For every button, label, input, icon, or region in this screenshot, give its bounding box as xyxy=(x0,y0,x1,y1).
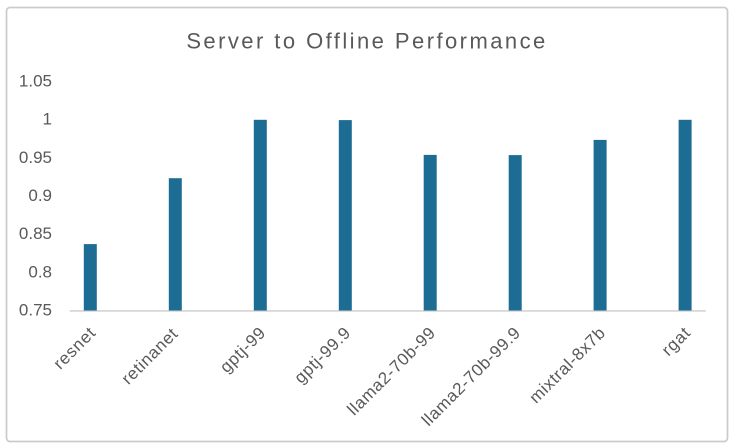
svg-text:0.9: 0.9 xyxy=(28,186,52,205)
svg-text:1: 1 xyxy=(43,110,52,129)
svg-text:0.85: 0.85 xyxy=(19,224,52,243)
svg-text:0.95: 0.95 xyxy=(19,148,52,167)
svg-text:1.05: 1.05 xyxy=(19,71,52,90)
svg-text:0.8: 0.8 xyxy=(28,262,52,281)
svg-text:Server to Offline Performance: Server to Offline Performance xyxy=(186,29,547,54)
svg-text:0.75: 0.75 xyxy=(19,301,52,320)
